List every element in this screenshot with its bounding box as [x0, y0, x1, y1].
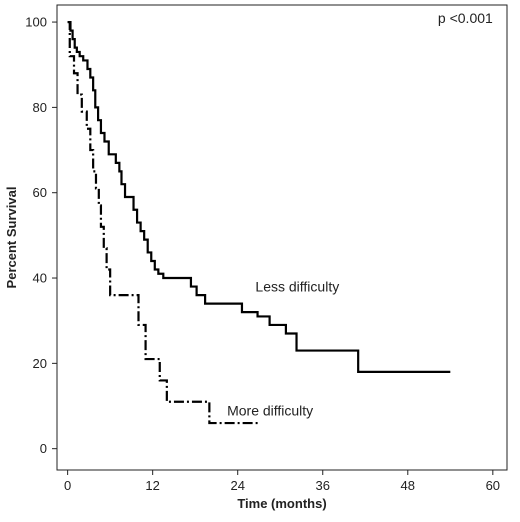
p-value-annotation: p <0.001	[438, 10, 493, 26]
y-axis-title: Percent Survival	[4, 187, 19, 289]
series-more-difficulty-curve	[67, 20, 259, 425]
x-tick-label: 48	[401, 478, 415, 493]
y-tick-label: 0	[40, 441, 47, 456]
y-tick-label: 60	[33, 185, 47, 200]
x-tick-label: 24	[230, 478, 244, 493]
y-tick-label: 40	[33, 271, 47, 286]
series-label: More difficulty	[227, 402, 313, 418]
y-tick-label: 20	[33, 356, 47, 371]
series-less-difficulty-curve	[67, 20, 451, 373]
series-label: Less difficulty	[255, 279, 339, 295]
x-axis-title: Time (months)	[237, 496, 326, 511]
y-tick-label: 100	[25, 15, 47, 30]
x-tick-label: 0	[64, 478, 71, 493]
y-tick-label: 80	[33, 100, 47, 115]
x-tick-label: 60	[486, 478, 500, 493]
plot-border	[56, 4, 508, 471]
x-tick-label: 36	[316, 478, 330, 493]
x-tick-label: 12	[145, 478, 159, 493]
